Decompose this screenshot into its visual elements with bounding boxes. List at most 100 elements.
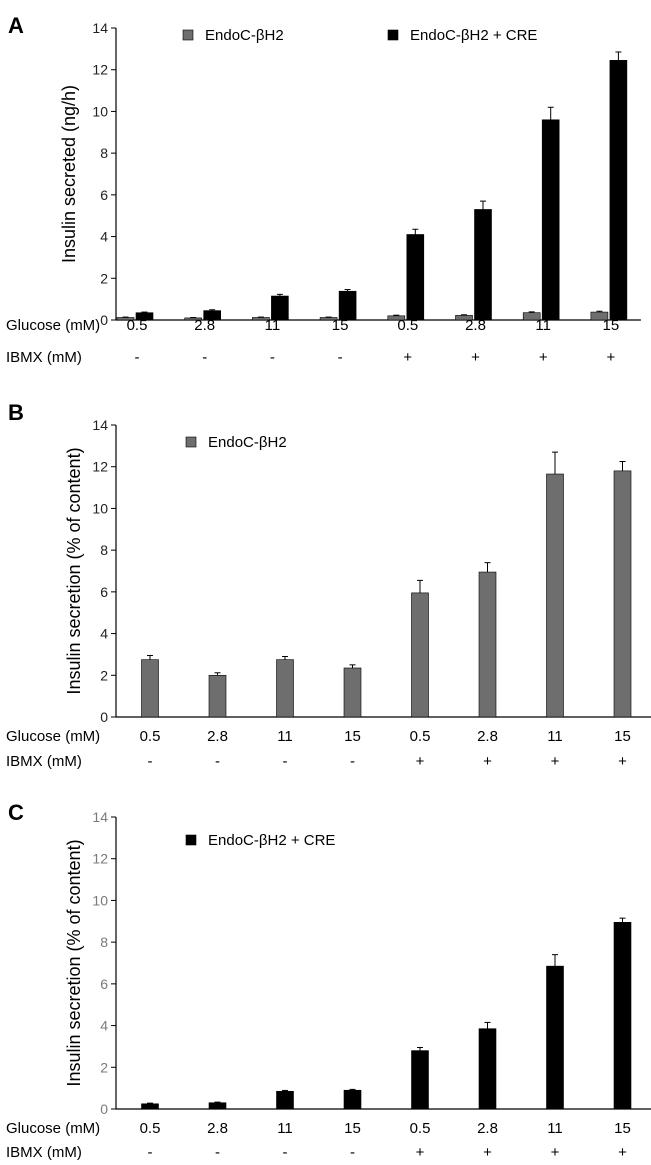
- glucose-label: 11: [277, 1120, 293, 1137]
- ibmx-row-label: IBMX (mM): [6, 1144, 82, 1161]
- panel-b: B 0 2 4 6 8 10 12 14 Insulin secretion (% of cont…: [6, 400, 651, 770]
- ibmx-label: +: [618, 1144, 627, 1161]
- glucose-label: 15: [614, 728, 631, 745]
- y-tick-label: 0: [100, 709, 108, 725]
- bar: [208, 674, 227, 718]
- glucose-label: 0.5: [410, 1120, 431, 1137]
- y-tick-label: 12: [92, 459, 108, 475]
- panel-letter: B: [8, 400, 24, 425]
- ibmx-label: -: [215, 1144, 220, 1161]
- glucose-label: 0.5: [140, 728, 161, 745]
- y-tick-label: 4: [100, 229, 108, 245]
- y-tick-label: 0: [100, 312, 108, 328]
- glucose-label: 11: [265, 317, 281, 334]
- legend-label: EndoC-βH2: [208, 434, 287, 451]
- ibmx-label: +: [551, 1144, 560, 1161]
- y-axis-title: Insulin secretion (% of content): [64, 839, 84, 1086]
- bar: [478, 1028, 497, 1110]
- ibmx-label: -: [283, 753, 288, 770]
- bar: [613, 470, 632, 718]
- glucose-label: 0.5: [140, 1120, 161, 1137]
- glucose-label: 2.8: [477, 1120, 498, 1137]
- glucose-label: 15: [344, 728, 361, 745]
- legend-label: EndoC-βH2 + CRE: [208, 832, 335, 849]
- bar: [406, 234, 425, 321]
- y-axis-title: Insulin secretion (% of content): [64, 447, 84, 694]
- ibmx-label: -: [148, 1144, 153, 1161]
- glucose-label: 11: [547, 728, 563, 745]
- y-tick-label: 2: [100, 270, 108, 286]
- ibmx-label: -: [350, 1144, 355, 1161]
- bar: [541, 119, 560, 321]
- legend-swatch: [185, 834, 197, 846]
- panel-a: A 0 2 4 6 8 10 12 14 Insulin secreted (ng/h) Gluco…: [6, 13, 641, 366]
- bar: [343, 1089, 362, 1110]
- y-tick-label: 2: [100, 1059, 108, 1075]
- ibmx-label: +: [483, 1144, 492, 1161]
- glucose-label: 0.5: [127, 317, 148, 334]
- y-axis-title: Insulin secreted (ng/h): [59, 85, 79, 263]
- glucose-label: 11: [547, 1120, 563, 1137]
- glucose-label: 15: [603, 317, 620, 334]
- y-tick-label: 6: [100, 584, 108, 600]
- ibmx-label: +: [416, 1144, 425, 1161]
- glucose-label: 2.8: [477, 728, 498, 745]
- y-tick-label: 14: [92, 809, 108, 825]
- glucose-label: 2.8: [207, 1120, 228, 1137]
- legend-label: EndoC-βH2 + CRE: [410, 27, 537, 44]
- bar: [411, 1050, 429, 1110]
- ibmx-label: -: [338, 349, 343, 366]
- y-tick-label: 6: [100, 976, 108, 992]
- bar: [546, 965, 564, 1110]
- bar: [343, 667, 362, 718]
- ibmx-label: -: [350, 753, 355, 770]
- glucose-label: 11: [535, 317, 551, 334]
- ibmx-label: +: [471, 349, 480, 366]
- ibmx-label: +: [416, 753, 425, 770]
- y-tick-label: 8: [100, 542, 108, 558]
- bar: [276, 1090, 294, 1110]
- glucose-label: 2.8: [194, 317, 215, 334]
- glucose-label: 15: [344, 1120, 361, 1137]
- ibmx-label: -: [270, 349, 275, 366]
- bar: [613, 922, 632, 1110]
- y-tick-label: 12: [92, 851, 108, 867]
- glucose-label: 0.5: [410, 728, 431, 745]
- ibmx-row-label: IBMX (mM): [6, 753, 82, 770]
- glucose-row-label: Glucose (mM): [6, 317, 100, 334]
- bar: [338, 290, 357, 321]
- bar: [546, 473, 564, 718]
- bar: [478, 571, 497, 718]
- panel-c: C 0 2 4 6 8 10 12 14 Insulin secretion (% of cont…: [6, 800, 651, 1161]
- glucose-label: 0.5: [397, 317, 418, 334]
- legend-swatch: [185, 436, 197, 448]
- y-tick-label: 14: [92, 417, 108, 433]
- glucose-label: 15: [332, 317, 349, 334]
- panel-letter: A: [8, 13, 24, 38]
- y-tick-label: 8: [100, 145, 108, 161]
- ibmx-label: -: [215, 753, 220, 770]
- y-tick-label: 14: [92, 20, 108, 36]
- ibmx-label: -: [283, 1144, 288, 1161]
- y-tick-label: 10: [92, 500, 108, 516]
- ibmx-label: -: [135, 349, 140, 366]
- y-tick-label: 8: [100, 934, 108, 950]
- ibmx-label: -: [148, 753, 153, 770]
- bar: [276, 659, 294, 718]
- panel-letter: C: [8, 800, 24, 825]
- glucose-label: 15: [614, 1120, 631, 1137]
- bar: [141, 659, 159, 718]
- glucose-row-label: Glucose (mM): [6, 728, 100, 745]
- ibmx-label: +: [483, 753, 492, 770]
- bar: [141, 1103, 159, 1110]
- bar: [411, 592, 429, 718]
- y-tick-label: 6: [100, 187, 108, 203]
- y-tick-label: 0: [100, 1101, 108, 1117]
- ibmx-label: +: [618, 753, 627, 770]
- y-tick-label: 2: [100, 667, 108, 683]
- y-tick-label: 4: [100, 1018, 108, 1034]
- ibmx-label: +: [403, 349, 412, 366]
- legend-swatch: [182, 29, 194, 41]
- ibmx-label: +: [551, 753, 560, 770]
- y-tick-label: 10: [92, 103, 108, 119]
